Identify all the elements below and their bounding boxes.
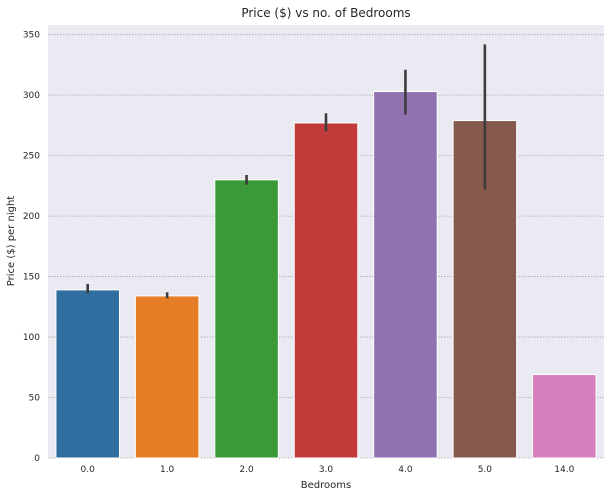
y-tick-label: 250 [23,152,40,162]
bar-1.0 [134,295,200,459]
x-tick-label: 0.0 [81,465,96,475]
chart-title: Price ($) vs no. of Bedrooms [241,6,410,20]
x-tick-label: 3.0 [319,465,334,475]
x-tick-label: 14.0 [554,465,574,475]
y-tick-label: 0 [34,454,40,464]
x-tick-label: 2.0 [239,465,254,475]
x-axis-label: Bedrooms [301,480,351,491]
y-tick-label: 350 [23,31,40,41]
y-tick-labels: 0 50 100 150 200 250 300 350 [23,31,40,464]
x-tick-label: 1.0 [160,465,175,475]
bar-14.0 [532,374,597,459]
x-tick-label: 5.0 [478,465,493,475]
y-axis-label: Price ($) per night [6,196,17,287]
y-tick-label: 50 [29,394,41,404]
x-tick-labels: 0.0 1.0 2.0 3.0 4.0 5.0 14.0 [81,465,575,475]
y-tick-label: 150 [23,273,40,283]
bar-3.0 [293,122,359,459]
error-bars [86,44,487,299]
y-tick-label: 100 [23,333,40,343]
y-tick-label: 300 [23,91,40,101]
bar-0.0 [55,289,120,459]
bar-2.0 [214,179,279,459]
x-tick-label: 4.0 [398,465,413,475]
bars [55,91,597,459]
bar-4.0 [373,91,438,459]
y-tick-label: 200 [23,212,40,222]
